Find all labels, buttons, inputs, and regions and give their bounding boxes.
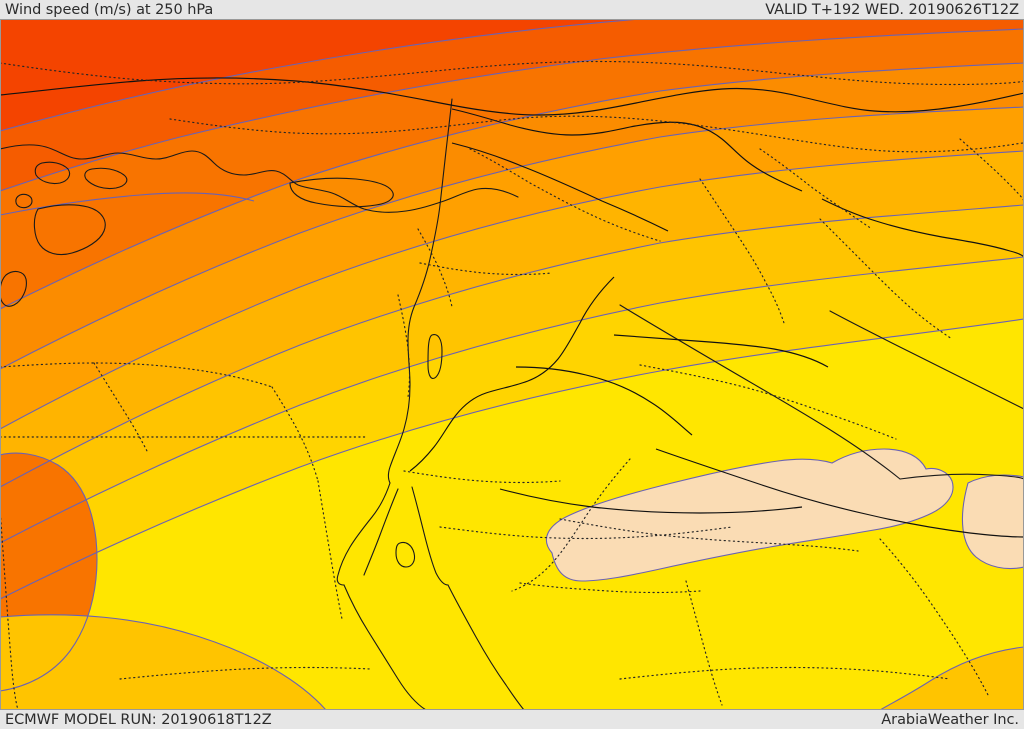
border-dotted-iran-interior <box>959 138 1024 202</box>
contour-line-redsea-gold <box>0 614 327 710</box>
coastline-aegean-island-1 <box>34 161 71 185</box>
border-dotted-turkey-interior-1 <box>0 60 1024 86</box>
contour-line <box>0 318 1024 600</box>
colour-band-fills <box>0 19 1024 710</box>
coastline-dead-sea <box>427 334 443 380</box>
page-title: Wind speed (m/s) at 250 hPa <box>5 1 214 18</box>
isotach-contour-lines <box>0 19 1024 710</box>
coastline-aegean-island-2 <box>84 167 128 190</box>
model-run-label: ECMWF MODEL RUN: 20190618T12Z <box>5 711 272 728</box>
contour-line <box>0 204 1024 488</box>
border-syria-iraq <box>451 142 669 232</box>
coastline-gulf-of-aqaba <box>411 486 449 586</box>
valid-time-label: VALID T+192 WED. 20190626T12Z <box>765 1 1019 18</box>
border-dotted-jordan-interior <box>397 294 411 398</box>
band-fill-red-orange <box>0 19 640 131</box>
header-bar: Wind speed (m/s) at 250 hPa VALID T+192 … <box>0 0 1024 19</box>
contour-line <box>0 150 1024 430</box>
border-jordan-iraq <box>409 276 615 472</box>
contour-line-peach-central <box>546 448 954 582</box>
contour-line <box>0 28 1024 192</box>
coastlines <box>0 98 1024 710</box>
border-dotted-sudan <box>119 666 371 680</box>
coastline-gulf-arm <box>619 304 901 480</box>
coastline-cyprus <box>289 177 394 208</box>
coastline-persian-gulf-south <box>899 473 1024 480</box>
contour-line-nw-small <box>0 192 255 216</box>
border-dotted-saudi-north <box>639 364 897 440</box>
border-dotted-iraq-interior-1 <box>699 178 785 324</box>
border-turkey-north-coast <box>0 77 1024 116</box>
footer-bar: ECMWF MODEL RUN: 20190618T12Z ArabiaWeat… <box>0 710 1024 729</box>
coastline-crete <box>33 204 106 256</box>
border-dotted-egypt-1 <box>0 362 273 388</box>
provider-label: ArabiaWeather Inc. <box>881 711 1019 728</box>
border-dotted-saudi-south-2 <box>685 580 723 706</box>
border-dotted-turkey-interior-2 <box>169 115 1024 153</box>
coastline-persian-gulf-north <box>829 310 1024 410</box>
border-turkey-syria <box>451 108 803 192</box>
band-fill-peach-central <box>546 449 954 581</box>
contour-line <box>0 62 1024 310</box>
border-dotted-saudi-central-3 <box>439 526 733 540</box>
border-dotted-syria-interior <box>469 148 661 242</box>
contour-line-peach-east <box>961 474 1024 570</box>
coastline-levant <box>387 98 453 484</box>
border-dotted-saudi-central-1 <box>511 458 631 592</box>
contour-line-se-gold <box>879 646 1024 710</box>
border-dotted-nile <box>317 480 343 620</box>
political-borders <box>0 60 1024 710</box>
band-fill-peach-east <box>962 475 1024 569</box>
border-dotted-sinai-border <box>403 470 561 484</box>
coastline-red-sea-island <box>395 541 416 568</box>
wind-speed-contour-plot <box>0 19 1024 710</box>
border-dotted-israel <box>417 228 453 308</box>
border-saudi-iraq <box>613 334 829 368</box>
coastline-sinai <box>336 482 391 586</box>
contour-line <box>0 19 641 132</box>
border-dotted-libya-east <box>0 508 19 710</box>
border-saudi-gulf <box>821 198 1024 258</box>
weather-map-canvas <box>0 19 1024 710</box>
coastline-anatolia <box>0 144 519 213</box>
border-dotted-egypt-3 <box>271 386 319 482</box>
border-dotted-egypt-4 <box>93 362 149 454</box>
border-transect-south <box>499 488 803 514</box>
border-dotted-saudi-south-1 <box>879 538 989 696</box>
coastline-suez <box>363 488 399 576</box>
contour-line <box>0 256 1024 544</box>
coastline-aegean-island-3 <box>15 193 33 209</box>
border-dotted-iraq-interior-3 <box>759 148 873 230</box>
contour-line <box>0 106 1024 370</box>
border-jordan-panhandle <box>515 366 693 436</box>
contour-line-africa-pocket <box>0 452 98 692</box>
border-dotted-saudi-south-3 <box>519 582 701 594</box>
border-dotted-yemen <box>619 666 951 680</box>
border-transect-central <box>655 448 1024 538</box>
coastline-red-sea-west <box>343 584 427 710</box>
coastline-red-sea-east <box>447 584 525 710</box>
band-fill-redsea-gold <box>0 614 326 710</box>
